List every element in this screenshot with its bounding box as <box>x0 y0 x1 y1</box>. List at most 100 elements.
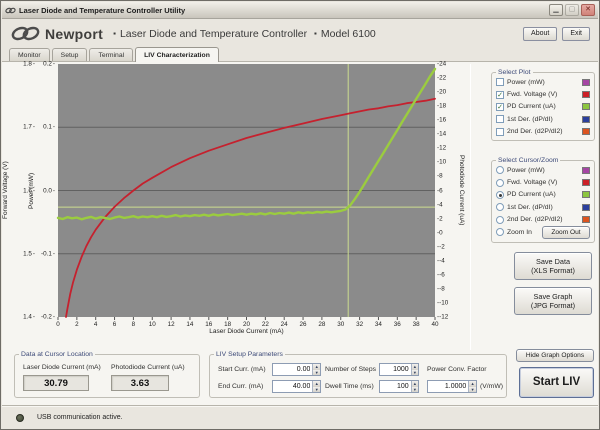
status-led-icon <box>16 413 24 422</box>
cursor-option-zoom-in[interactable]: Zoom In Zoom Out <box>492 225 594 239</box>
checkbox <box>496 102 504 111</box>
power-conv-factor-label: Power Conv. Factor <box>427 366 487 373</box>
dwell-time-label: Dwell Time (ms) <box>325 383 374 390</box>
spin-up-icon[interactable]: ▲ <box>469 381 476 387</box>
photodiode-axis-label: Photodiode Current (uA) <box>458 155 465 226</box>
tab-terminal[interactable]: Terminal <box>89 48 134 61</box>
color-swatch <box>582 78 590 86</box>
checkbox <box>496 90 504 99</box>
radio <box>496 228 504 237</box>
select-cursor-title: Select Cursor/Zoom <box>498 157 559 164</box>
laser-diode-current-value: 30.79 <box>23 375 89 391</box>
number-of-steps-spinner: ▲▼ <box>379 363 419 376</box>
plot-area[interactable] <box>56 64 437 320</box>
select-plot-group: Select Plot Power (mW) Fwd. Voltage (V) … <box>491 69 595 141</box>
plot-option-2nd-der[interactable]: 2nd Der. (d2P/dI2) <box>492 126 594 138</box>
end-current-label: End Curr. (mA) <box>218 383 264 390</box>
cursor-option-1st-der[interactable]: 1st Der. (dP/dI) <box>492 201 594 213</box>
laser-diode-current-label: Laser Diode Current (mA) <box>23 364 101 371</box>
cursor-option-2nd-der[interactable]: 2nd Der. (d2P/dI2) <box>492 214 594 226</box>
color-swatch <box>582 203 590 211</box>
power-conv-factor-unit: (V/mW) <box>480 383 504 390</box>
spin-up-icon[interactable]: ▲ <box>411 364 418 370</box>
save-graph-button[interactable]: Save Graph (JPG Format) <box>514 287 592 315</box>
end-current-input[interactable] <box>273 381 313 392</box>
exit-button[interactable]: Exit <box>562 26 590 41</box>
model-number: Model 6100 <box>320 27 376 40</box>
x-axis-label: Laser Diode Current (mA) <box>209 328 284 335</box>
spin-down-icon[interactable]: ▼ <box>313 386 320 392</box>
plot-option-fwd-voltage[interactable]: Fwd. Voltage (V) <box>492 88 594 100</box>
plot-option-1st-der[interactable]: 1st Der. (dP/dI) <box>492 113 594 125</box>
photodiode-current-label: Photodiode Current (uA) <box>111 364 185 371</box>
liv-setup-group: LIV Setup Parameters Start Curr. (mA) ▲▼… <box>209 351 507 398</box>
maximize-button[interactable]: ▢ <box>565 4 579 16</box>
select-cursor-group: Select Cursor/Zoom Power (mW) Fwd. Volta… <box>491 157 595 243</box>
dwell-time-spinner: ▲▼ <box>379 380 419 393</box>
x-ticks: 0 2 4 6 8 10 12 14 16 18 20 22 24 26 28 30 32 34 36 38 40 <box>56 321 439 328</box>
cursor-data-group: Data at Cursor Location Laser Diode Curr… <box>14 351 200 398</box>
tab-liv-characterization[interactable]: LIV Characterization <box>135 47 219 62</box>
color-swatch <box>582 179 590 187</box>
checkbox <box>496 78 504 87</box>
end-current-spinner: ▲▼ <box>272 380 321 393</box>
tab-content: Forward Voltage (V) Power (mW) Photodiod… <box>2 61 598 405</box>
spin-down-icon[interactable]: ▼ <box>411 386 418 392</box>
plot-svg <box>56 64 437 320</box>
spin-up-icon[interactable]: ▲ <box>313 381 320 387</box>
color-swatch <box>582 191 590 199</box>
spin-up-icon[interactable]: ▲ <box>411 381 418 387</box>
color-swatch <box>582 128 590 136</box>
color-swatch <box>582 91 590 99</box>
spin-down-icon[interactable]: ▼ <box>411 369 418 375</box>
hide-graph-options-button[interactable]: Hide Graph Options <box>516 349 594 362</box>
pd-ticks: 242220181614121086420-2-4-6-8-10-12 <box>437 61 457 321</box>
about-button[interactable]: About <box>523 26 558 41</box>
close-button[interactable]: ✕ <box>581 4 595 16</box>
status-text: USB communication active. <box>37 414 123 421</box>
color-swatch <box>582 103 590 111</box>
cursor-data-title: Data at Cursor Location <box>21 351 93 358</box>
brand-name: Newport <box>45 25 104 42</box>
cursor-option-pd-current[interactable]: PD Current (uA) <box>492 189 594 201</box>
start-liv-button[interactable]: Start LIV <box>519 367 594 398</box>
cursor-option-fwd-voltage[interactable]: Fwd. Voltage (V) <box>492 176 594 188</box>
title-bar[interactable]: Laser Diode and Temperature Controller U… <box>2 2 598 19</box>
spin-up-icon[interactable]: ▲ <box>313 364 320 370</box>
power-conv-factor-input[interactable] <box>428 381 469 392</box>
window-title: Laser Diode and Temperature Controller U… <box>19 5 186 15</box>
radio <box>496 215 504 224</box>
plot-option-pd-current[interactable]: PD Current (uA) <box>492 101 594 113</box>
power-ticks: 0.20.10.0-0.1-0.2 <box>39 61 56 321</box>
bullet-separator: ▪ <box>314 28 317 38</box>
zoom-out-button[interactable]: Zoom Out <box>542 225 590 239</box>
plot-option-power[interactable]: Power (mW) <box>492 76 594 88</box>
newport-logo-icon <box>10 25 40 42</box>
checkbox <box>496 127 504 136</box>
tab-monitor[interactable]: Monitor <box>9 48 50 61</box>
radio <box>496 166 504 175</box>
dwell-time-input[interactable] <box>380 381 411 392</box>
status-bar: USB communication active. <box>2 405 598 429</box>
minimize-button[interactable]: ▁ <box>549 4 563 16</box>
color-swatch <box>582 216 590 224</box>
spin-down-icon[interactable]: ▼ <box>313 369 320 375</box>
color-swatch <box>582 166 590 174</box>
save-data-button[interactable]: Save Data (XLS Format) <box>514 252 592 280</box>
checkbox <box>496 115 504 124</box>
panel-separator <box>470 64 471 350</box>
start-current-input[interactable] <box>273 364 313 375</box>
liv-setup-title: LIV Setup Parameters <box>216 351 283 358</box>
spin-down-icon[interactable]: ▼ <box>469 386 476 392</box>
header: Newport ▪ Laser Diode and Temperature Con… <box>2 20 598 47</box>
number-of-steps-input[interactable] <box>380 364 411 375</box>
start-current-label: Start Curr. (mA) <box>218 366 266 373</box>
start-current-spinner: ▲▼ <box>272 363 321 376</box>
forward-voltage-axis-label: Forward Voltage (V) <box>2 161 9 220</box>
tab-setup[interactable]: Setup <box>51 48 88 61</box>
radio <box>496 190 504 199</box>
number-of-steps-label: Number of Steps <box>325 366 376 373</box>
cursor-option-power[interactable]: Power (mW) <box>492 164 594 176</box>
power-conv-factor-spinner: ▲▼ <box>427 380 477 393</box>
